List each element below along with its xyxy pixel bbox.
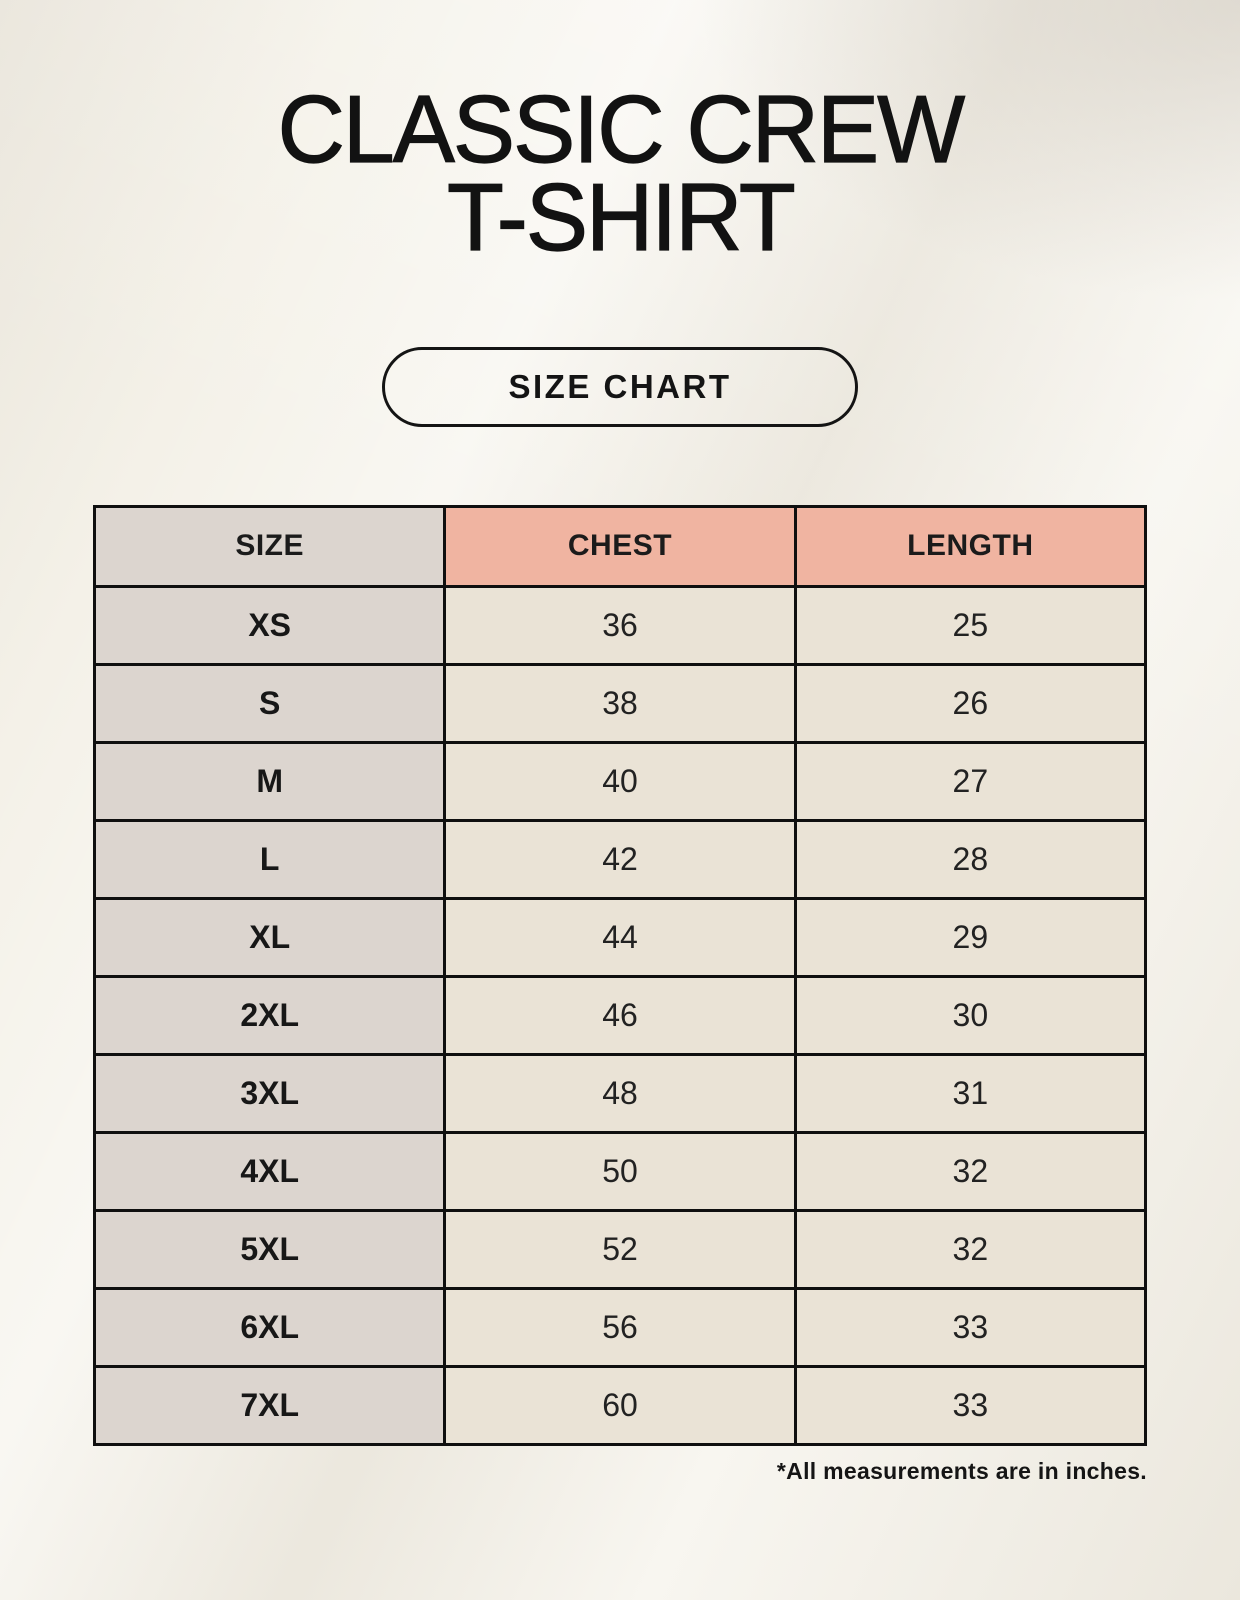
chest-value: 42 bbox=[443, 818, 797, 900]
size-label: 2XL bbox=[92, 974, 447, 1056]
table-row: 2XL 46 30 bbox=[92, 974, 1148, 1056]
length-value: 32 bbox=[793, 1130, 1148, 1212]
column-header-size: SIZE bbox=[92, 504, 447, 588]
table-row: S 38 26 bbox=[92, 662, 1148, 744]
size-label: 6XL bbox=[92, 1286, 447, 1368]
table-header-row: SIZE CHEST LENGTH bbox=[92, 504, 1148, 588]
size-label: S bbox=[92, 662, 447, 744]
page-title-line1: CLASSIC CREW bbox=[277, 76, 966, 183]
chest-value: 36 bbox=[443, 584, 797, 666]
column-header-chest: CHEST bbox=[443, 504, 797, 588]
length-value: 27 bbox=[793, 740, 1148, 822]
size-label: M bbox=[92, 740, 447, 822]
length-value: 26 bbox=[793, 662, 1148, 744]
chest-value: 56 bbox=[443, 1286, 797, 1368]
chest-value: 52 bbox=[443, 1208, 797, 1290]
chest-value: 40 bbox=[443, 740, 797, 822]
size-label: L bbox=[92, 818, 447, 900]
size-label: 5XL bbox=[92, 1208, 447, 1290]
size-label: 4XL bbox=[92, 1130, 447, 1212]
table-row: 5XL 52 32 bbox=[92, 1208, 1148, 1290]
table-row: L 42 28 bbox=[92, 818, 1148, 900]
measurements-footnote: *All measurements are in inches. bbox=[776, 1457, 1147, 1484]
length-value: 30 bbox=[793, 974, 1148, 1056]
size-label: 7XL bbox=[92, 1364, 447, 1446]
table-row: M 40 27 bbox=[92, 740, 1148, 822]
page-title-line2: T-SHIRT bbox=[446, 164, 796, 272]
page-title: CLASSIC CREW T-SHIRT bbox=[277, 81, 966, 267]
length-value: 31 bbox=[793, 1052, 1148, 1134]
chest-value: 44 bbox=[443, 896, 797, 978]
length-value: 33 bbox=[793, 1286, 1148, 1368]
size-label: XL bbox=[92, 896, 447, 978]
length-value: 32 bbox=[793, 1208, 1148, 1290]
chest-value: 50 bbox=[443, 1130, 797, 1212]
table-row: 7XL 60 33 bbox=[92, 1364, 1148, 1446]
chest-value: 48 bbox=[443, 1052, 797, 1134]
table-row: 3XL 48 31 bbox=[92, 1052, 1148, 1134]
column-header-length: LENGTH bbox=[793, 504, 1148, 588]
length-value: 29 bbox=[793, 896, 1148, 978]
length-value: 33 bbox=[793, 1364, 1148, 1446]
table-row: 4XL 50 32 bbox=[92, 1130, 1148, 1212]
table-row: XL 44 29 bbox=[92, 896, 1148, 978]
size-label: 3XL bbox=[92, 1052, 447, 1134]
size-chart-button[interactable]: SIZE CHART bbox=[382, 346, 858, 427]
size-chart-table-container: SIZE CHEST LENGTH XS 36 25 S 38 26 M bbox=[92, 504, 1148, 1446]
chest-value: 38 bbox=[443, 662, 797, 744]
table-row: 6XL 56 33 bbox=[92, 1286, 1148, 1368]
chest-value: 60 bbox=[443, 1364, 797, 1446]
size-label: XS bbox=[92, 584, 447, 666]
length-value: 25 bbox=[793, 584, 1148, 666]
table-row: XS 36 25 bbox=[92, 584, 1148, 666]
size-chart-table: SIZE CHEST LENGTH XS 36 25 S 38 26 M bbox=[92, 504, 1148, 1446]
length-value: 28 bbox=[793, 818, 1148, 900]
chest-value: 46 bbox=[443, 974, 797, 1056]
